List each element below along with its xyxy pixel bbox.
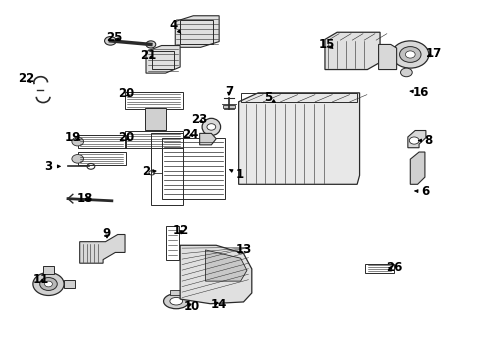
Text: 24: 24 — [182, 127, 198, 141]
Bar — [144, 108, 166, 130]
Circle shape — [72, 137, 83, 146]
Polygon shape — [205, 250, 246, 281]
Text: 25: 25 — [105, 31, 122, 44]
Circle shape — [104, 37, 116, 45]
Circle shape — [391, 41, 428, 68]
Polygon shape — [378, 44, 396, 69]
Text: 10: 10 — [183, 300, 200, 313]
Circle shape — [40, 278, 57, 291]
Circle shape — [44, 281, 52, 287]
Polygon shape — [238, 93, 359, 184]
Bar — [241, 93, 356, 102]
Bar — [78, 152, 125, 165]
Text: 14: 14 — [210, 298, 227, 311]
Circle shape — [72, 154, 83, 163]
Text: 15: 15 — [318, 38, 334, 51]
Bar — [78, 135, 125, 148]
Polygon shape — [80, 234, 125, 263]
Ellipse shape — [163, 294, 188, 309]
Polygon shape — [409, 152, 424, 184]
Polygon shape — [407, 131, 425, 148]
Text: 8: 8 — [418, 134, 432, 147]
Bar — [170, 291, 182, 295]
Circle shape — [146, 41, 156, 48]
Text: 1: 1 — [229, 168, 243, 181]
Bar — [152, 51, 173, 69]
Text: 6: 6 — [414, 185, 428, 198]
Bar — [365, 264, 393, 273]
Circle shape — [400, 68, 411, 77]
Text: 16: 16 — [409, 86, 428, 99]
Text: 9: 9 — [102, 227, 111, 240]
Bar — [125, 92, 182, 109]
Text: 3: 3 — [44, 160, 60, 173]
Polygon shape — [175, 16, 219, 47]
Text: 23: 23 — [191, 113, 207, 126]
Bar — [165, 226, 179, 260]
Bar — [151, 134, 182, 205]
Bar — [161, 138, 224, 199]
Circle shape — [408, 137, 418, 144]
Ellipse shape — [169, 297, 182, 305]
Text: 22: 22 — [18, 72, 34, 85]
Text: 7: 7 — [224, 85, 232, 98]
Text: 18: 18 — [76, 192, 93, 205]
Circle shape — [399, 46, 420, 62]
Text: 13: 13 — [235, 243, 251, 256]
Text: 17: 17 — [425, 47, 441, 60]
Bar — [180, 21, 213, 44]
Circle shape — [206, 124, 215, 130]
Bar — [42, 266, 54, 274]
Text: 5: 5 — [263, 91, 275, 104]
Circle shape — [405, 51, 414, 58]
Text: 4: 4 — [169, 19, 181, 33]
Text: 2: 2 — [142, 165, 156, 177]
Text: 21: 21 — [140, 49, 156, 62]
Text: 19: 19 — [64, 131, 81, 144]
Text: 11: 11 — [33, 273, 49, 286]
Bar — [223, 105, 234, 108]
Text: 12: 12 — [173, 224, 189, 237]
Bar — [64, 280, 75, 288]
Ellipse shape — [202, 118, 220, 135]
Text: 26: 26 — [386, 261, 402, 274]
Polygon shape — [146, 45, 180, 73]
Polygon shape — [180, 245, 251, 304]
Circle shape — [33, 273, 64, 296]
Polygon shape — [325, 32, 379, 69]
Text: 20: 20 — [118, 131, 134, 144]
Bar — [125, 131, 182, 148]
Text: 20: 20 — [118, 87, 134, 100]
Polygon shape — [199, 134, 216, 145]
